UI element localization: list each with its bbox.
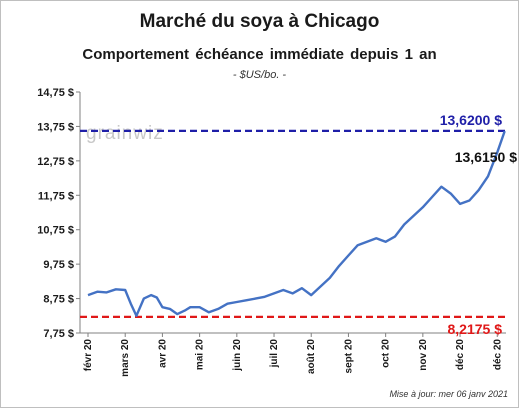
- chart-unit-label: - $US/bo. -: [232, 69, 287, 81]
- x-tick-label: nov 20: [418, 339, 429, 371]
- chart-subtitle: Comportement échéance immédiate depuis 1…: [82, 46, 437, 63]
- y-tick-label: 8,75 $: [43, 294, 74, 306]
- x-tick-label: oct 20: [381, 339, 392, 368]
- x-tick-label: août 20: [306, 339, 317, 374]
- x-tick-label: sept 20: [343, 339, 354, 374]
- watermark-logo: grainwiz: [86, 123, 164, 144]
- chart-title: Marché du soya à Chicago: [139, 11, 380, 32]
- y-tick-label: 11,75 $: [38, 190, 74, 202]
- y-tick-label: 14,75 $: [37, 87, 74, 99]
- series-line-0: [87, 130, 506, 317]
- last-value-label: 13,6150 $: [455, 149, 517, 165]
- x-tick-label: déc 20: [455, 339, 466, 371]
- x-tick-label: avr 20: [157, 339, 168, 368]
- y-tick-label: 13,75 $: [37, 121, 74, 133]
- update-footer: Mise à jour: mer 06 janv 2021: [389, 389, 508, 399]
- y-tick-label: 7,75 $: [43, 328, 74, 340]
- y-tick-label: 9,75 $: [43, 259, 74, 271]
- x-tick-label: mai 20: [195, 339, 206, 371]
- x-tick-label: juin 20: [232, 339, 243, 372]
- low-reference-label: 8,2175 $: [448, 321, 503, 337]
- x-tick-label: mars 20: [120, 339, 131, 377]
- high-reference-label: 13,6200 $: [440, 112, 502, 128]
- x-tick-label: déc 20: [492, 339, 503, 371]
- x-tick-label: févr 20: [83, 339, 94, 372]
- x-tick-label: juil 20: [269, 339, 280, 369]
- y-tick-label: 12,75 $: [37, 156, 74, 168]
- y-tick-label: 10,75 $: [37, 225, 74, 237]
